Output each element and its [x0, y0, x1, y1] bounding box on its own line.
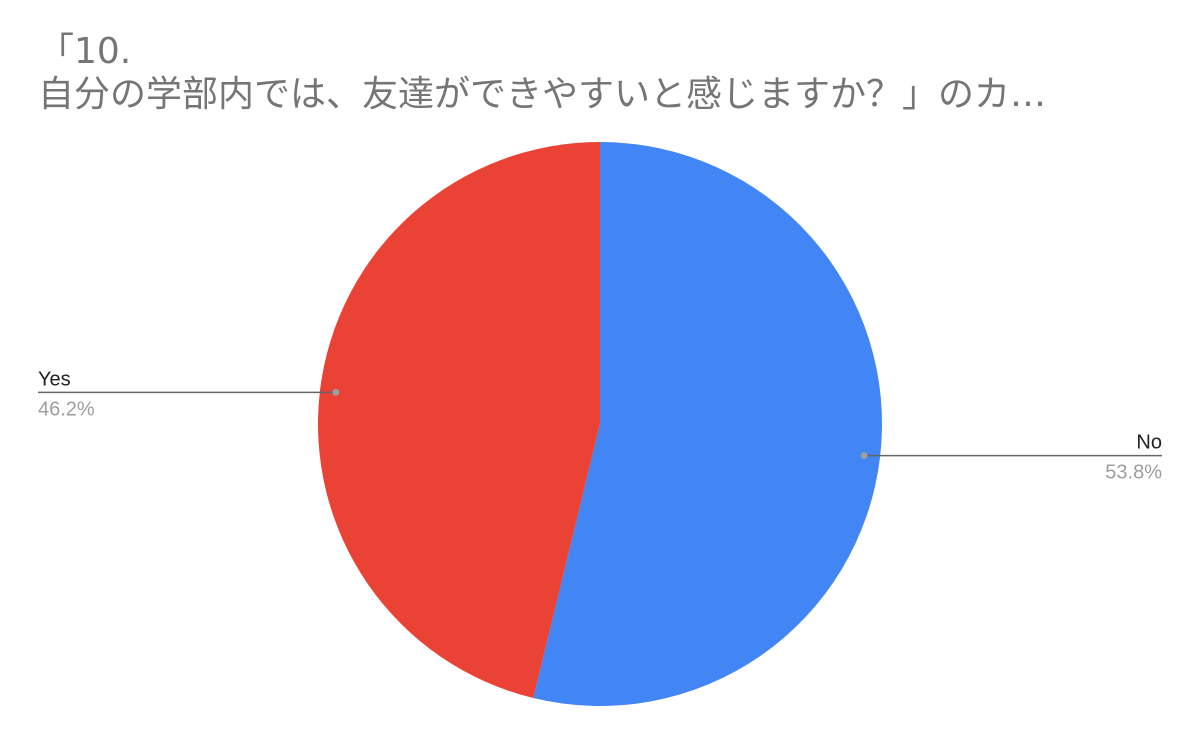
chart-title-line-2: 自分の学部内では、友達ができやすいと感じますか？」のカ… [38, 74, 1047, 115]
slice-label-no: No [1136, 432, 1162, 454]
pie-callouts: No 53.8% Yes 46.2% [38, 368, 1162, 484]
pie-slice-yes[interactable] [318, 142, 600, 699]
callout-dot-no [860, 452, 868, 460]
chart-title-line-1: 「10. [38, 31, 132, 72]
slice-percent-yes: 46.2% [38, 398, 95, 420]
slice-percent-no: 53.8% [1105, 462, 1162, 484]
pie-slice-no[interactable] [533, 142, 882, 706]
callout-dot-yes [332, 388, 340, 396]
pie-slices [318, 142, 882, 706]
chart-title: 「10. 自分の学部内では、友達ができやすいと感じますか？」のカ… [38, 30, 1178, 116]
slice-label-yes: Yes [38, 368, 71, 390]
